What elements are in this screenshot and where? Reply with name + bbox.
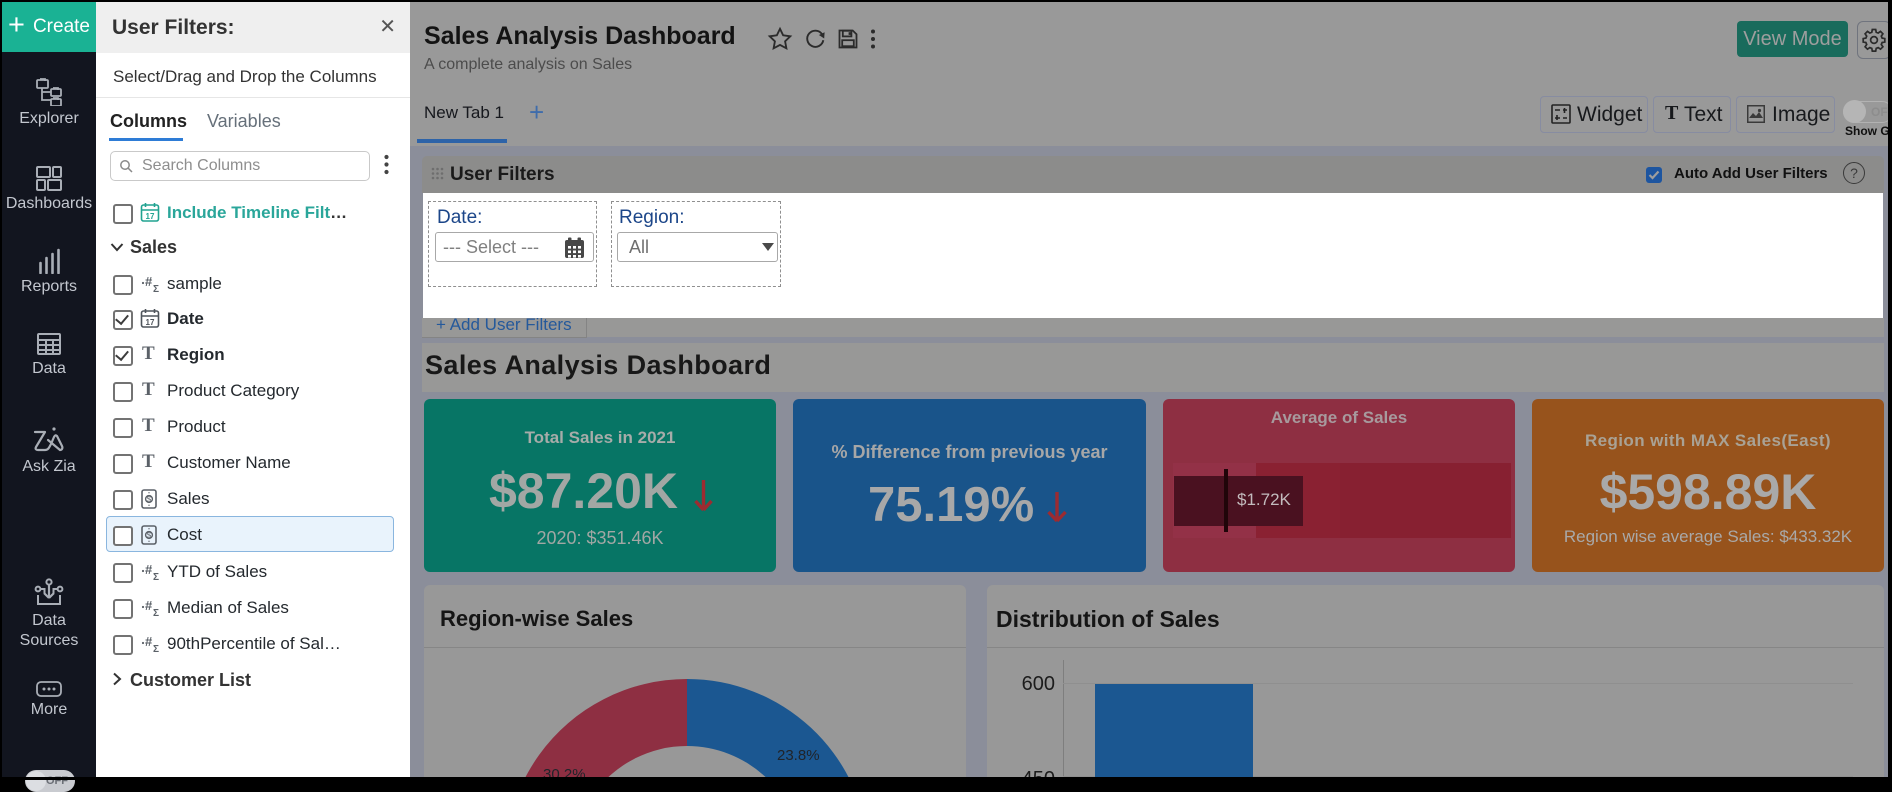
svg-text:17: 17 (146, 212, 155, 221)
svg-text:#: # (145, 598, 153, 613)
svg-text:Σ: Σ (153, 284, 159, 295)
svg-text:Σ: Σ (153, 608, 159, 619)
svg-text:#: # (145, 562, 153, 577)
svg-text:17: 17 (146, 318, 155, 327)
svg-text:#: # (145, 634, 153, 649)
svg-text:$: $ (147, 531, 152, 540)
svg-text:Σ: Σ (153, 644, 159, 655)
svg-text:#: # (145, 274, 153, 289)
svg-text:$: $ (147, 495, 152, 504)
svg-text:Σ: Σ (153, 572, 159, 583)
